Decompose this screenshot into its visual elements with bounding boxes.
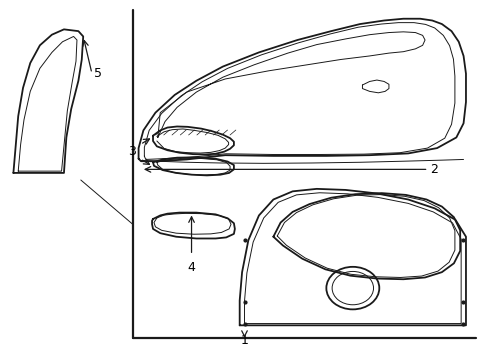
Text: 1: 1 bbox=[240, 334, 248, 347]
Text: 2: 2 bbox=[429, 163, 438, 176]
Text: 4: 4 bbox=[187, 261, 195, 274]
Text: 3: 3 bbox=[128, 145, 136, 158]
Text: 5: 5 bbox=[94, 67, 102, 80]
